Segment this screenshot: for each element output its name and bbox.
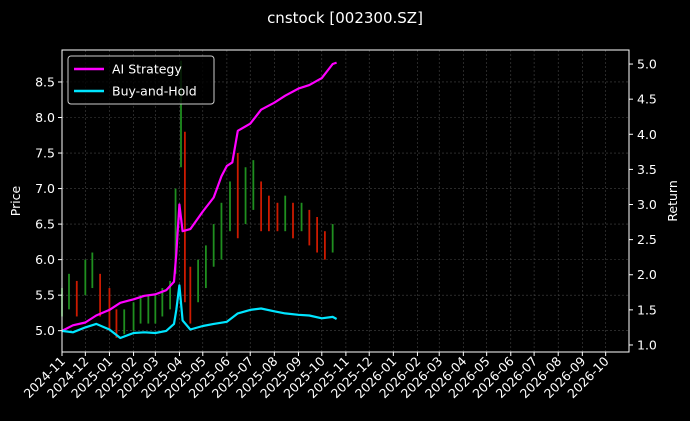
left-axis-ticks: 5.0 5.5 6.0 6.5 7.0 7.5 8.0 8.5 — [35, 74, 62, 338]
right-tick-label: 5.0 — [637, 57, 657, 72]
left-tick-label: 7.5 — [35, 146, 55, 161]
grid — [61, 50, 629, 352]
legend-label-buy-and-hold: Buy-and-Hold — [112, 84, 197, 99]
right-tick-label: 3.5 — [637, 162, 657, 177]
right-tick-label: 1.5 — [637, 302, 657, 317]
legend-label-ai-strategy: AI Strategy — [112, 62, 182, 77]
left-tick-label: 8.0 — [35, 110, 55, 125]
legend-box — [67, 55, 215, 105]
right-tick-label: 2.5 — [637, 232, 657, 247]
right-tick-label: 4.0 — [637, 127, 657, 142]
series-lines — [61, 61, 338, 340]
left-tick-label: 7.0 — [35, 181, 55, 196]
left-tick-label: 8.5 — [35, 74, 55, 89]
left-tick-label: 6.5 — [35, 217, 55, 232]
series-line — [61, 61, 337, 332]
right-axis-ticks: 1.0 1.5 2.0 2.5 3.0 3.5 4.0 4.5 5.0 — [629, 57, 657, 352]
right-tick-label: 3.0 — [637, 197, 657, 212]
right-tick-label: 1.0 — [637, 337, 657, 352]
legend: AI Strategy Buy-and-Hold — [67, 55, 215, 105]
right-tick-label: 2.0 — [637, 267, 657, 282]
left-tick-label: 6.0 — [35, 252, 55, 267]
series-line — [61, 284, 338, 340]
y-axis-left-label: Price — [8, 185, 23, 216]
left-tick-label: 5.5 — [35, 288, 55, 303]
left-tick-label: 5.0 — [35, 323, 55, 338]
chart-title: cnstock [002300.SZ] — [267, 9, 423, 27]
right-tick-label: 4.5 — [637, 92, 657, 107]
y-axis-right-label: Return — [665, 180, 680, 221]
